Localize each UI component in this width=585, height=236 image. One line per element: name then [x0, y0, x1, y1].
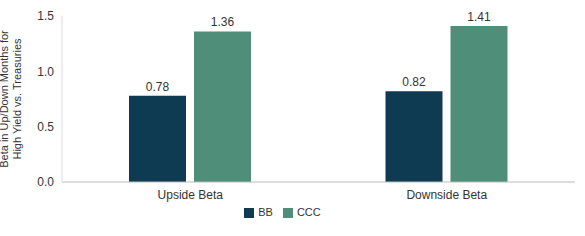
- svg-text:Downside Beta: Downside Beta: [406, 188, 487, 202]
- svg-text:0.78: 0.78: [146, 80, 170, 94]
- svg-text:1.36: 1.36: [211, 15, 235, 29]
- html-text:CCC: CCC: [296, 206, 321, 218]
- svg-text:Beta in Up/Down Months forHigh: Beta in Up/Down Months forHigh Yield vs.…: [8, 30, 23, 168]
- svg-text:0.0: 0.0: [37, 175, 54, 189]
- svg-text:0.82: 0.82: [402, 75, 426, 89]
- svg-text:Upside Beta: Upside Beta: [158, 188, 224, 202]
- svg-text:1.5: 1.5: [37, 9, 54, 23]
- svg-text:1.0: 1.0: [37, 65, 54, 79]
- svg-text:1.41: 1.41: [467, 10, 491, 24]
- html-text:BB: BB: [258, 206, 273, 218]
- svg-text:0.5: 0.5: [37, 120, 54, 134]
